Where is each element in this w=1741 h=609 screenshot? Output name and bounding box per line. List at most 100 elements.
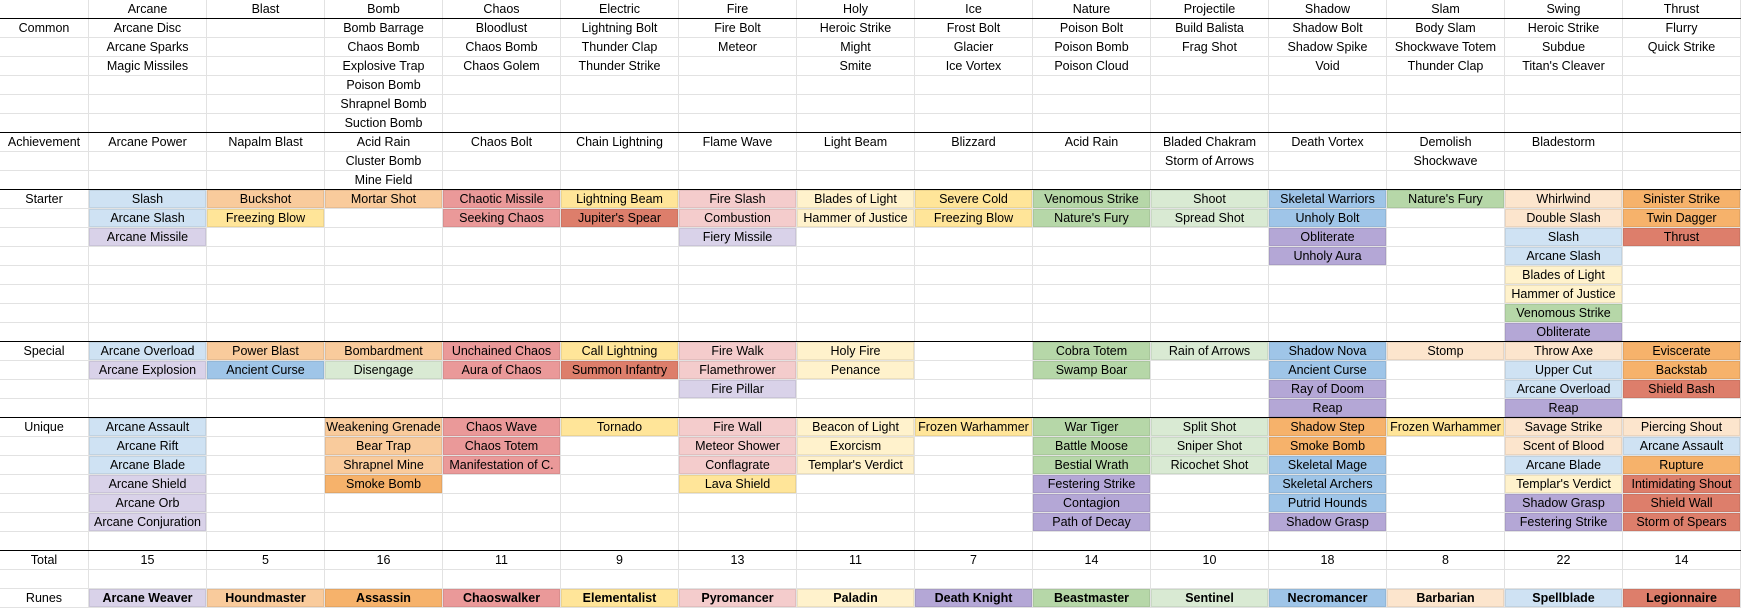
skill-cell[interactable]: Arcane Rift xyxy=(89,437,207,455)
skill-cell[interactable]: Fire Walk xyxy=(679,342,797,360)
empty-cell[interactable] xyxy=(561,76,679,94)
skill-cell[interactable]: Shadow Grasp xyxy=(1269,513,1387,531)
skill-cell[interactable]: Reap xyxy=(1505,399,1623,417)
empty-cell[interactable] xyxy=(207,171,325,189)
empty-cell[interactable] xyxy=(207,76,325,94)
empty-cell[interactable] xyxy=(1387,228,1505,246)
empty-cell[interactable] xyxy=(1151,380,1269,398)
empty-cell[interactable] xyxy=(325,323,443,341)
empty-cell[interactable] xyxy=(561,171,679,189)
skill-cell[interactable]: Shrapnel Bomb xyxy=(325,95,443,113)
skill-cell[interactable]: Cluster Bomb xyxy=(325,152,443,170)
empty-cell[interactable] xyxy=(0,285,89,303)
empty-cell[interactable] xyxy=(207,114,325,132)
empty-cell[interactable] xyxy=(1269,114,1387,132)
empty-cell[interactable] xyxy=(89,380,207,398)
skill-cell[interactable]: Nature's Fury xyxy=(1033,209,1151,227)
empty-cell[interactable] xyxy=(89,247,207,265)
total-value[interactable]: 11 xyxy=(797,551,915,569)
skill-cell[interactable]: Eviscerate xyxy=(1623,342,1741,360)
skill-cell[interactable]: Subdue xyxy=(1505,38,1623,56)
skill-cell[interactable]: Arcane Slash xyxy=(89,209,207,227)
empty-cell[interactable] xyxy=(679,399,797,417)
empty-cell[interactable] xyxy=(443,380,561,398)
empty-cell[interactable] xyxy=(207,323,325,341)
skill-cell[interactable]: Fire Wall xyxy=(679,418,797,436)
skill-cell[interactable]: Arcane Assault xyxy=(1623,437,1741,455)
empty-cell[interactable] xyxy=(0,532,89,550)
empty-cell[interactable] xyxy=(1151,228,1269,246)
skill-cell[interactable]: Chaos Golem xyxy=(443,57,561,75)
skill-cell[interactable]: Arcane Explosion xyxy=(89,361,207,379)
empty-cell[interactable] xyxy=(1387,513,1505,531)
skill-cell[interactable]: Twin Dagger xyxy=(1623,209,1741,227)
skill-cell[interactable]: Call Lightning xyxy=(561,342,679,360)
empty-cell[interactable] xyxy=(1505,114,1623,132)
skill-cell[interactable]: Light Beam xyxy=(797,133,915,151)
skill-cell[interactable]: Chaos Bolt xyxy=(443,133,561,151)
empty-cell[interactable] xyxy=(915,456,1033,474)
skill-cell[interactable]: Unchained Chaos xyxy=(443,342,561,360)
skill-cell[interactable]: Arcane Power xyxy=(89,133,207,151)
skill-cell[interactable]: Fire Bolt xyxy=(679,19,797,37)
skill-cell[interactable]: Jupiter's Spear xyxy=(561,209,679,227)
empty-cell[interactable] xyxy=(207,266,325,284)
empty-cell[interactable] xyxy=(0,456,89,474)
skill-cell[interactable]: Path of Decay xyxy=(1033,513,1151,531)
empty-cell[interactable] xyxy=(679,494,797,512)
column-header[interactable]: Arcane xyxy=(89,0,207,18)
empty-cell[interactable] xyxy=(797,95,915,113)
skill-cell[interactable]: Conflagrate xyxy=(679,456,797,474)
section-label[interactable]: Common xyxy=(0,19,89,37)
column-header[interactable]: Ice xyxy=(915,0,1033,18)
empty-cell[interactable] xyxy=(1387,95,1505,113)
skill-cell[interactable]: Poison Cloud xyxy=(1033,57,1151,75)
skill-cell[interactable]: Templar's Verdict xyxy=(1505,475,1623,493)
empty-cell[interactable] xyxy=(1623,171,1741,189)
skill-cell[interactable]: Heroic Strike xyxy=(1505,19,1623,37)
empty-cell[interactable] xyxy=(1623,133,1741,151)
empty-cell[interactable] xyxy=(89,323,207,341)
empty-cell[interactable] xyxy=(1505,171,1623,189)
skill-cell[interactable]: Seeking Chaos xyxy=(443,209,561,227)
empty-cell[interactable] xyxy=(1623,399,1741,417)
skill-cell[interactable]: Meteor Shower xyxy=(679,437,797,455)
skill-cell[interactable]: Poison Bolt xyxy=(1033,19,1151,37)
empty-cell[interactable] xyxy=(679,76,797,94)
skill-cell[interactable]: Meteor xyxy=(679,38,797,56)
skill-cell[interactable]: Stomp xyxy=(1387,342,1505,360)
empty-cell[interactable] xyxy=(207,437,325,455)
skill-cell[interactable]: Shadow Spike xyxy=(1269,38,1387,56)
skill-cell[interactable]: Ray of Doom xyxy=(1269,380,1387,398)
empty-cell[interactable] xyxy=(561,247,679,265)
empty-cell[interactable] xyxy=(1033,399,1151,417)
skill-cell[interactable]: Frag Shot xyxy=(1151,38,1269,56)
empty-cell[interactable] xyxy=(1151,323,1269,341)
skill-cell[interactable]: Bombardment xyxy=(325,342,443,360)
skill-cell[interactable]: Flurry xyxy=(1623,19,1741,37)
empty-cell[interactable] xyxy=(561,475,679,493)
skill-cell[interactable]: Double Slash xyxy=(1505,209,1623,227)
empty-cell[interactable] xyxy=(1505,76,1623,94)
empty-cell[interactable] xyxy=(207,285,325,303)
skill-cell[interactable]: Shrapnel Mine xyxy=(325,456,443,474)
skill-cell[interactable]: Shockwave xyxy=(1387,152,1505,170)
skill-cell[interactable]: Arcane Overload xyxy=(89,342,207,360)
empty-cell[interactable] xyxy=(561,95,679,113)
empty-cell[interactable] xyxy=(89,304,207,322)
empty-cell[interactable] xyxy=(679,266,797,284)
empty-cell[interactable] xyxy=(1033,171,1151,189)
skill-cell[interactable]: Shield Bash xyxy=(1623,380,1741,398)
skill-cell[interactable]: Flamethrower xyxy=(679,361,797,379)
empty-cell[interactable] xyxy=(915,304,1033,322)
empty-cell[interactable] xyxy=(325,570,443,588)
skill-cell[interactable]: Ancient Curse xyxy=(207,361,325,379)
total-value[interactable]: 10 xyxy=(1151,551,1269,569)
empty-cell[interactable] xyxy=(1151,57,1269,75)
empty-cell[interactable] xyxy=(797,76,915,94)
empty-cell[interactable] xyxy=(207,95,325,113)
skill-cell[interactable]: Fire Pillar xyxy=(679,380,797,398)
skill-cell[interactable]: Build Balista xyxy=(1151,19,1269,37)
skill-cell[interactable]: Putrid Hounds xyxy=(1269,494,1387,512)
empty-cell[interactable] xyxy=(915,361,1033,379)
